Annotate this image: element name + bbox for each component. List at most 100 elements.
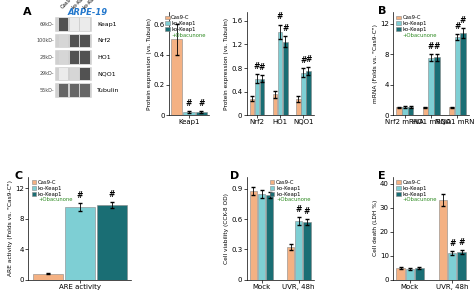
Bar	[306, 71, 310, 115]
Text: E: E	[378, 171, 385, 181]
Bar	[97, 205, 127, 280]
FancyBboxPatch shape	[81, 18, 90, 31]
Bar	[65, 207, 95, 280]
Bar	[448, 253, 456, 280]
FancyBboxPatch shape	[55, 83, 92, 98]
Text: NQO1: NQO1	[98, 71, 116, 76]
Bar	[438, 199, 447, 280]
Text: #: #	[458, 238, 465, 247]
Text: ARPE-19: ARPE-19	[68, 8, 108, 17]
Bar	[171, 40, 182, 115]
Bar	[250, 98, 254, 115]
Text: #: #	[186, 99, 192, 108]
Bar	[33, 274, 63, 280]
Bar	[258, 194, 265, 280]
FancyBboxPatch shape	[55, 50, 92, 65]
Bar	[196, 112, 207, 115]
FancyBboxPatch shape	[59, 51, 68, 64]
Y-axis label: Cell viability (CCK-8 OD): Cell viability (CCK-8 OD)	[224, 193, 229, 264]
Legend: Cas9-C, ko-Keap1, ko-Keap1, +Obacunone: Cas9-C, ko-Keap1, ko-Keap1, +Obacunone	[269, 179, 311, 203]
Text: 55kD-: 55kD-	[39, 88, 54, 93]
Text: B: B	[378, 6, 386, 16]
Bar	[283, 42, 288, 115]
Text: #: #	[277, 12, 283, 21]
Legend: Cas9-C, ko-Keap1, ko-Keap1, +Obacunone: Cas9-C, ko-Keap1, ko-Keap1, +Obacunone	[31, 179, 73, 203]
Legend: Cas9-C, ko-Keap1, ko-Keap1, +Obacunone: Cas9-C, ko-Keap1, ko-Keap1, +Obacunone	[396, 15, 438, 38]
Text: D: D	[230, 171, 239, 181]
FancyBboxPatch shape	[55, 17, 92, 32]
Bar	[428, 58, 434, 115]
Bar	[303, 222, 310, 280]
Text: #: #	[282, 24, 288, 33]
Bar	[396, 107, 402, 115]
Text: 28kD-: 28kD-	[39, 55, 54, 60]
FancyBboxPatch shape	[81, 68, 90, 80]
Bar	[296, 99, 301, 115]
Text: 69kD-: 69kD-	[40, 22, 54, 27]
Bar	[408, 107, 413, 115]
FancyBboxPatch shape	[59, 84, 68, 97]
Text: Keap1: Keap1	[98, 22, 117, 27]
Bar	[250, 191, 257, 280]
Bar	[460, 33, 466, 115]
Bar	[255, 79, 259, 115]
Text: #: #	[296, 205, 302, 214]
FancyBboxPatch shape	[81, 51, 90, 64]
Text: #: #	[198, 99, 205, 108]
Legend: Cas9-C, ko-Keap1, ko-Keap1, +Obacunone: Cas9-C, ko-Keap1, ko-Keap1, +Obacunone	[396, 179, 438, 203]
Text: HO1: HO1	[98, 55, 111, 60]
Legend: Cas9-C, ko-Keap1, ko-Keap1, +Obacunone: Cas9-C, ko-Keap1, ko-Keap1, +Obacunone	[164, 15, 206, 38]
Y-axis label: Cell death (LDH %): Cell death (LDH %)	[373, 200, 378, 256]
Bar	[260, 79, 264, 115]
Text: #: #	[454, 22, 461, 31]
Text: #: #	[449, 239, 456, 248]
FancyBboxPatch shape	[70, 18, 79, 31]
Text: 29kD-: 29kD-	[40, 71, 54, 76]
Text: #: #	[428, 42, 434, 51]
FancyBboxPatch shape	[55, 34, 92, 48]
Y-axis label: Protein expression (vs. Tubulin): Protein expression (vs. Tubulin)	[146, 18, 152, 110]
Bar	[301, 73, 306, 115]
FancyBboxPatch shape	[70, 35, 79, 47]
Bar	[273, 95, 277, 115]
FancyBboxPatch shape	[59, 35, 68, 47]
Bar	[455, 37, 460, 115]
Bar	[423, 107, 428, 115]
Text: #: #	[109, 190, 115, 199]
FancyBboxPatch shape	[70, 68, 79, 80]
Bar	[457, 252, 466, 280]
Text: #: #	[77, 192, 83, 200]
FancyBboxPatch shape	[70, 84, 79, 97]
Text: ko-Keap1: ko-Keap1	[82, 0, 102, 10]
Y-axis label: mRNA (Folds vs. "Cas9-C"): mRNA (Folds vs. "Cas9-C")	[373, 24, 378, 103]
Bar	[278, 32, 283, 115]
FancyBboxPatch shape	[81, 84, 90, 97]
Bar	[449, 107, 454, 115]
Text: #: #	[460, 16, 466, 25]
FancyBboxPatch shape	[81, 35, 90, 47]
Y-axis label: ARE activity (Folds vs. "Cas9-C"): ARE activity (Folds vs. "Cas9-C")	[9, 180, 13, 276]
FancyBboxPatch shape	[55, 67, 92, 81]
Text: 100kD-: 100kD-	[36, 39, 54, 43]
Bar	[287, 247, 294, 280]
Text: #: #	[305, 55, 311, 64]
Bar	[295, 221, 302, 280]
Text: Nrf2: Nrf2	[98, 39, 111, 43]
Bar	[434, 57, 439, 115]
Text: ko-Keap1: ko-Keap1	[71, 0, 91, 10]
FancyBboxPatch shape	[59, 18, 68, 31]
Bar	[415, 268, 424, 280]
FancyBboxPatch shape	[59, 68, 68, 80]
Text: Cas9-C: Cas9-C	[60, 0, 77, 10]
Text: A: A	[23, 7, 32, 17]
Bar	[406, 269, 414, 280]
Y-axis label: Protein expression (vs. Tubulin): Protein expression (vs. Tubulin)	[224, 18, 229, 110]
Text: #: #	[434, 42, 440, 50]
Bar	[396, 268, 405, 280]
Text: Tubulin: Tubulin	[98, 88, 120, 93]
FancyBboxPatch shape	[70, 51, 79, 64]
Text: #: #	[300, 56, 306, 65]
Bar	[266, 195, 273, 280]
Bar	[402, 107, 408, 115]
Text: C: C	[14, 171, 22, 181]
